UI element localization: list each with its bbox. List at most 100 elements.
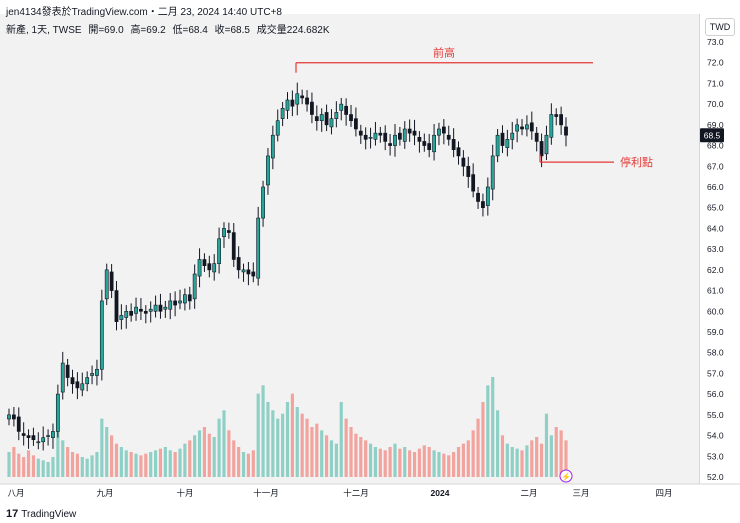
volume-bar	[261, 385, 265, 477]
volume-bar	[481, 402, 485, 477]
volume-bar	[168, 450, 172, 477]
candle-up	[119, 315, 124, 320]
y-tick-label: 54.0	[707, 431, 724, 441]
volume-bar	[266, 402, 270, 477]
y-tick-label: 55.0	[707, 410, 724, 420]
volume-bar	[202, 427, 207, 477]
candle-up	[51, 431, 55, 438]
candle-down	[231, 232, 236, 260]
candle-down	[16, 416, 21, 432]
volume-bar	[61, 440, 65, 477]
bolt-icon: ⚡	[561, 472, 571, 482]
volume-bar	[398, 448, 402, 477]
candle-up	[275, 120, 280, 136]
volume-bar	[334, 443, 338, 477]
volume-bar	[329, 440, 334, 477]
candle-up	[41, 437, 46, 443]
candle-up	[197, 259, 202, 277]
volume-bar	[383, 450, 387, 477]
candle-up	[55, 393, 60, 432]
volume-bar	[149, 452, 153, 477]
volume-bar	[510, 447, 514, 477]
currency-button[interactable]: TWD	[705, 18, 735, 36]
candle-up	[266, 155, 270, 186]
open-value: 開=69.0	[88, 25, 124, 36]
volume-bar	[320, 430, 324, 477]
candle-up	[192, 273, 197, 300]
volume-bar	[153, 450, 158, 477]
candle-down	[564, 126, 568, 136]
candle-down	[187, 294, 192, 302]
y-tick-label: 63.0	[707, 244, 724, 254]
volume-bar	[66, 447, 70, 477]
y-tick-label: 58.0	[707, 348, 724, 358]
volume-bar	[178, 448, 182, 477]
candle-up	[515, 124, 520, 132]
volume-bar	[378, 448, 382, 477]
volume-bar	[452, 452, 456, 477]
candle-down	[534, 132, 539, 142]
volume-bar	[188, 440, 192, 477]
low-value: 低=68.4	[172, 25, 208, 36]
volume-bar	[388, 447, 392, 477]
candle-up	[36, 441, 41, 444]
candle-down	[65, 364, 70, 378]
volume-bar	[158, 448, 163, 477]
y-tick-label: 57.0	[707, 368, 724, 378]
candle-down	[158, 304, 163, 312]
candle-down	[466, 165, 471, 177]
footer-brand: TradingView	[21, 508, 77, 520]
candle-down	[554, 114, 559, 117]
volume-bar	[56, 402, 60, 477]
candle-down	[310, 101, 314, 115]
candle-down	[559, 114, 564, 126]
candle-up	[490, 155, 495, 190]
candle-down	[70, 377, 75, 385]
candle-up	[168, 300, 173, 310]
candle-up	[295, 93, 300, 105]
candle-down	[529, 122, 534, 132]
volume-bar	[251, 450, 255, 477]
candle-down	[314, 116, 319, 122]
volume-bar	[315, 423, 319, 477]
candle-down	[417, 136, 422, 142]
volume-bar	[256, 393, 260, 477]
candle-down	[363, 134, 368, 140]
candle-down	[481, 201, 485, 209]
x-tick-label: 三月	[572, 488, 589, 498]
candle-down	[446, 134, 451, 140]
volume-bar	[70, 452, 75, 477]
volume-bar	[217, 418, 221, 477]
volume-bar	[114, 443, 119, 477]
volume-bar	[486, 385, 490, 477]
candle-down	[451, 139, 456, 151]
candle-down	[109, 271, 114, 291]
prev-high-label: 前高	[433, 46, 455, 60]
volume-bar	[173, 452, 177, 477]
volume-bar	[163, 447, 167, 477]
price-axis[interactable]	[699, 14, 740, 484]
x-tick-label: 二月	[520, 488, 537, 498]
volume-bar	[31, 455, 36, 477]
volume-bar	[305, 418, 309, 477]
y-tick-label: 56.0	[707, 389, 724, 399]
candle-up	[148, 308, 153, 312]
volume-bar	[134, 453, 138, 477]
candle-up	[178, 300, 182, 304]
candle-down	[358, 130, 363, 136]
volume-bar	[241, 452, 246, 477]
volume-bar	[564, 440, 568, 477]
volume-bar	[427, 447, 431, 477]
volume-bar	[212, 437, 216, 477]
candle-down	[324, 112, 329, 126]
y-tick-label: 65.0	[707, 203, 724, 213]
candle-up	[368, 136, 373, 139]
y-tick-label: 70.0	[707, 99, 724, 109]
candle-up	[153, 304, 158, 312]
candle-up	[99, 300, 104, 370]
candle-down	[349, 114, 353, 122]
plot-area[interactable]	[0, 14, 699, 484]
volume-bar	[422, 445, 426, 477]
